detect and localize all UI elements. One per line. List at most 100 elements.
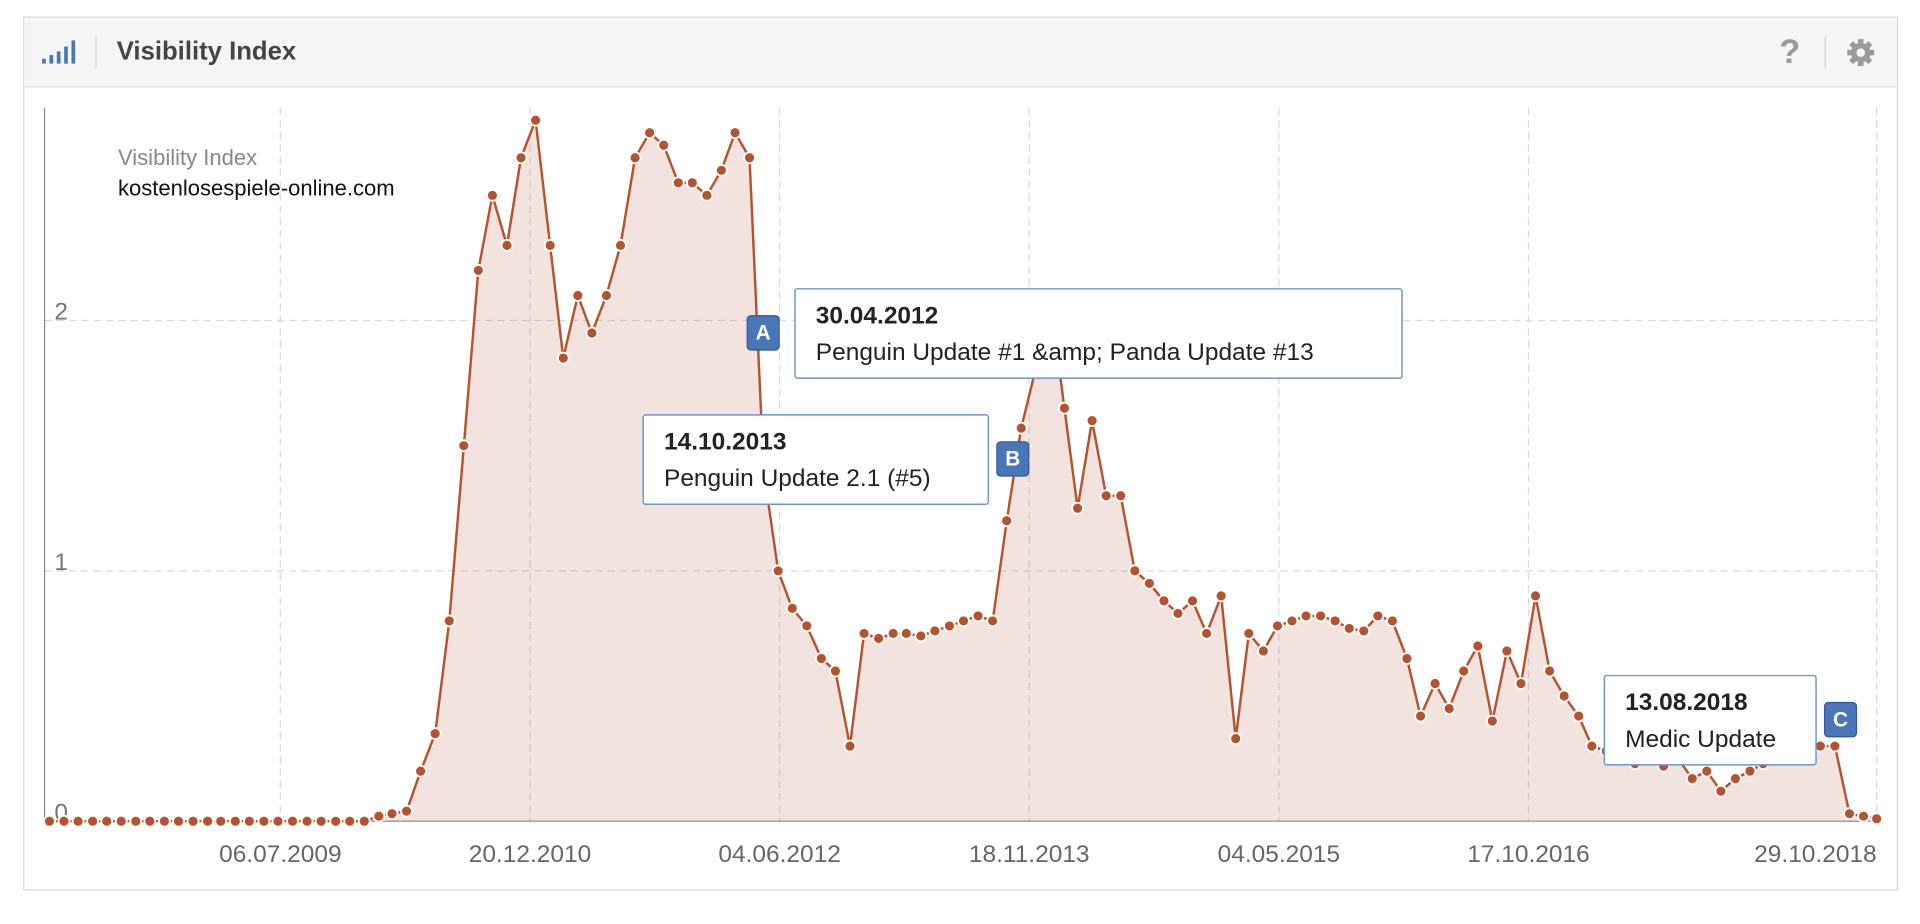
help-button[interactable]: ? bbox=[1779, 33, 1800, 71]
data-point bbox=[614, 238, 627, 252]
data-point bbox=[400, 804, 413, 818]
data-point bbox=[1099, 489, 1113, 503]
data-point bbox=[872, 632, 886, 645]
annotation-flag bbox=[996, 441, 1030, 477]
data-point bbox=[1870, 812, 1884, 826]
data-point bbox=[657, 138, 671, 152]
data-point bbox=[100, 814, 114, 828]
data-point bbox=[914, 629, 928, 643]
data-point bbox=[700, 188, 714, 202]
annotation-text: Penguin Update 2.1 (#5) bbox=[664, 465, 931, 492]
data-point bbox=[643, 126, 657, 140]
data-point bbox=[1299, 609, 1313, 623]
data-point bbox=[1071, 501, 1084, 515]
data-point bbox=[928, 624, 942, 638]
data-point bbox=[1400, 652, 1414, 665]
annotation-flag-label: B bbox=[1005, 448, 1020, 471]
data-point bbox=[1057, 401, 1071, 415]
data-point bbox=[1728, 772, 1742, 786]
data-point bbox=[1171, 606, 1185, 620]
data-point bbox=[157, 814, 171, 828]
data-point bbox=[1385, 614, 1399, 628]
data-point bbox=[1543, 664, 1557, 678]
data-point bbox=[1514, 677, 1528, 690]
data-point bbox=[514, 151, 528, 165]
data-point bbox=[1471, 639, 1485, 653]
data-point bbox=[899, 627, 913, 640]
annotation-box bbox=[794, 288, 1403, 379]
data-point bbox=[1585, 739, 1599, 753]
data-point bbox=[529, 113, 543, 127]
annotation[interactable]: 13.08.2018 Medic Update C bbox=[1603, 674, 1858, 766]
data-point bbox=[1414, 709, 1427, 723]
data-point bbox=[585, 326, 599, 340]
data-point bbox=[986, 614, 1000, 628]
annotation-date: 14.10.2013 bbox=[664, 428, 786, 455]
data-point bbox=[1442, 702, 1456, 715]
data-point bbox=[1285, 614, 1299, 628]
data-point bbox=[1714, 784, 1728, 798]
data-point bbox=[800, 619, 814, 633]
data-point bbox=[300, 814, 314, 828]
data-point bbox=[228, 814, 242, 828]
settings-button[interactable] bbox=[1847, 39, 1875, 67]
x-tick-label: 04.05.2015 bbox=[1218, 841, 1340, 868]
data-point bbox=[471, 264, 485, 277]
data-point bbox=[143, 814, 157, 828]
data-point bbox=[485, 188, 499, 202]
x-tick-label: 20.12.2010 bbox=[469, 841, 591, 868]
data-point bbox=[1128, 564, 1142, 578]
data-point bbox=[1328, 614, 1342, 628]
data-point bbox=[343, 814, 357, 828]
data-point bbox=[1529, 589, 1542, 603]
data-point bbox=[1371, 609, 1385, 623]
data-point bbox=[1214, 589, 1228, 603]
data-point bbox=[314, 814, 328, 828]
data-point bbox=[543, 238, 557, 252]
data-point bbox=[286, 814, 299, 828]
data-point bbox=[971, 609, 985, 623]
x-tick-label: 04.06.2012 bbox=[718, 841, 840, 868]
x-tick-label: 17.10.2016 bbox=[1467, 841, 1589, 868]
data-point bbox=[728, 126, 742, 140]
data-point bbox=[1229, 732, 1243, 746]
data-point bbox=[957, 614, 970, 628]
data-point bbox=[785, 601, 799, 615]
data-point bbox=[86, 814, 100, 828]
data-point bbox=[771, 564, 785, 578]
data-point bbox=[357, 814, 371, 828]
data-point bbox=[843, 739, 857, 753]
data-point bbox=[943, 619, 956, 633]
data-point bbox=[71, 814, 85, 828]
data-point bbox=[1157, 594, 1171, 608]
data-point bbox=[714, 163, 728, 177]
annotation[interactable]: 14.10.2013 Penguin Update 2.1 (#5) B bbox=[642, 414, 1030, 505]
annotation-flag-label: A bbox=[756, 322, 771, 345]
data-point bbox=[571, 289, 585, 302]
data-point bbox=[600, 289, 613, 302]
annotation[interactable]: 30.04.2012 Penguin Update #1 &amp; Panda … bbox=[746, 288, 1403, 379]
data-point bbox=[172, 814, 185, 828]
data-point bbox=[1428, 677, 1442, 690]
annotation-flag bbox=[1824, 701, 1858, 738]
area bbox=[49, 120, 1877, 822]
data-point bbox=[114, 814, 128, 828]
data-point bbox=[1256, 644, 1270, 658]
data-point bbox=[257, 814, 271, 828]
data-point bbox=[242, 814, 256, 828]
data-point bbox=[814, 652, 828, 665]
data-point bbox=[329, 814, 343, 828]
data-point bbox=[743, 151, 756, 165]
annotation-box bbox=[642, 414, 990, 505]
data-point bbox=[1114, 489, 1128, 503]
data-point bbox=[1271, 619, 1284, 633]
y-tick-label: 1 bbox=[54, 549, 68, 576]
data-point bbox=[1557, 689, 1571, 703]
annotations: 30.04.2012 Penguin Update #1 &amp; Panda … bbox=[642, 288, 1858, 766]
panel-header bbox=[24, 18, 1897, 87]
data-point bbox=[428, 727, 442, 740]
data-point bbox=[271, 814, 285, 828]
data-point bbox=[886, 627, 900, 640]
data-point bbox=[201, 814, 215, 828]
